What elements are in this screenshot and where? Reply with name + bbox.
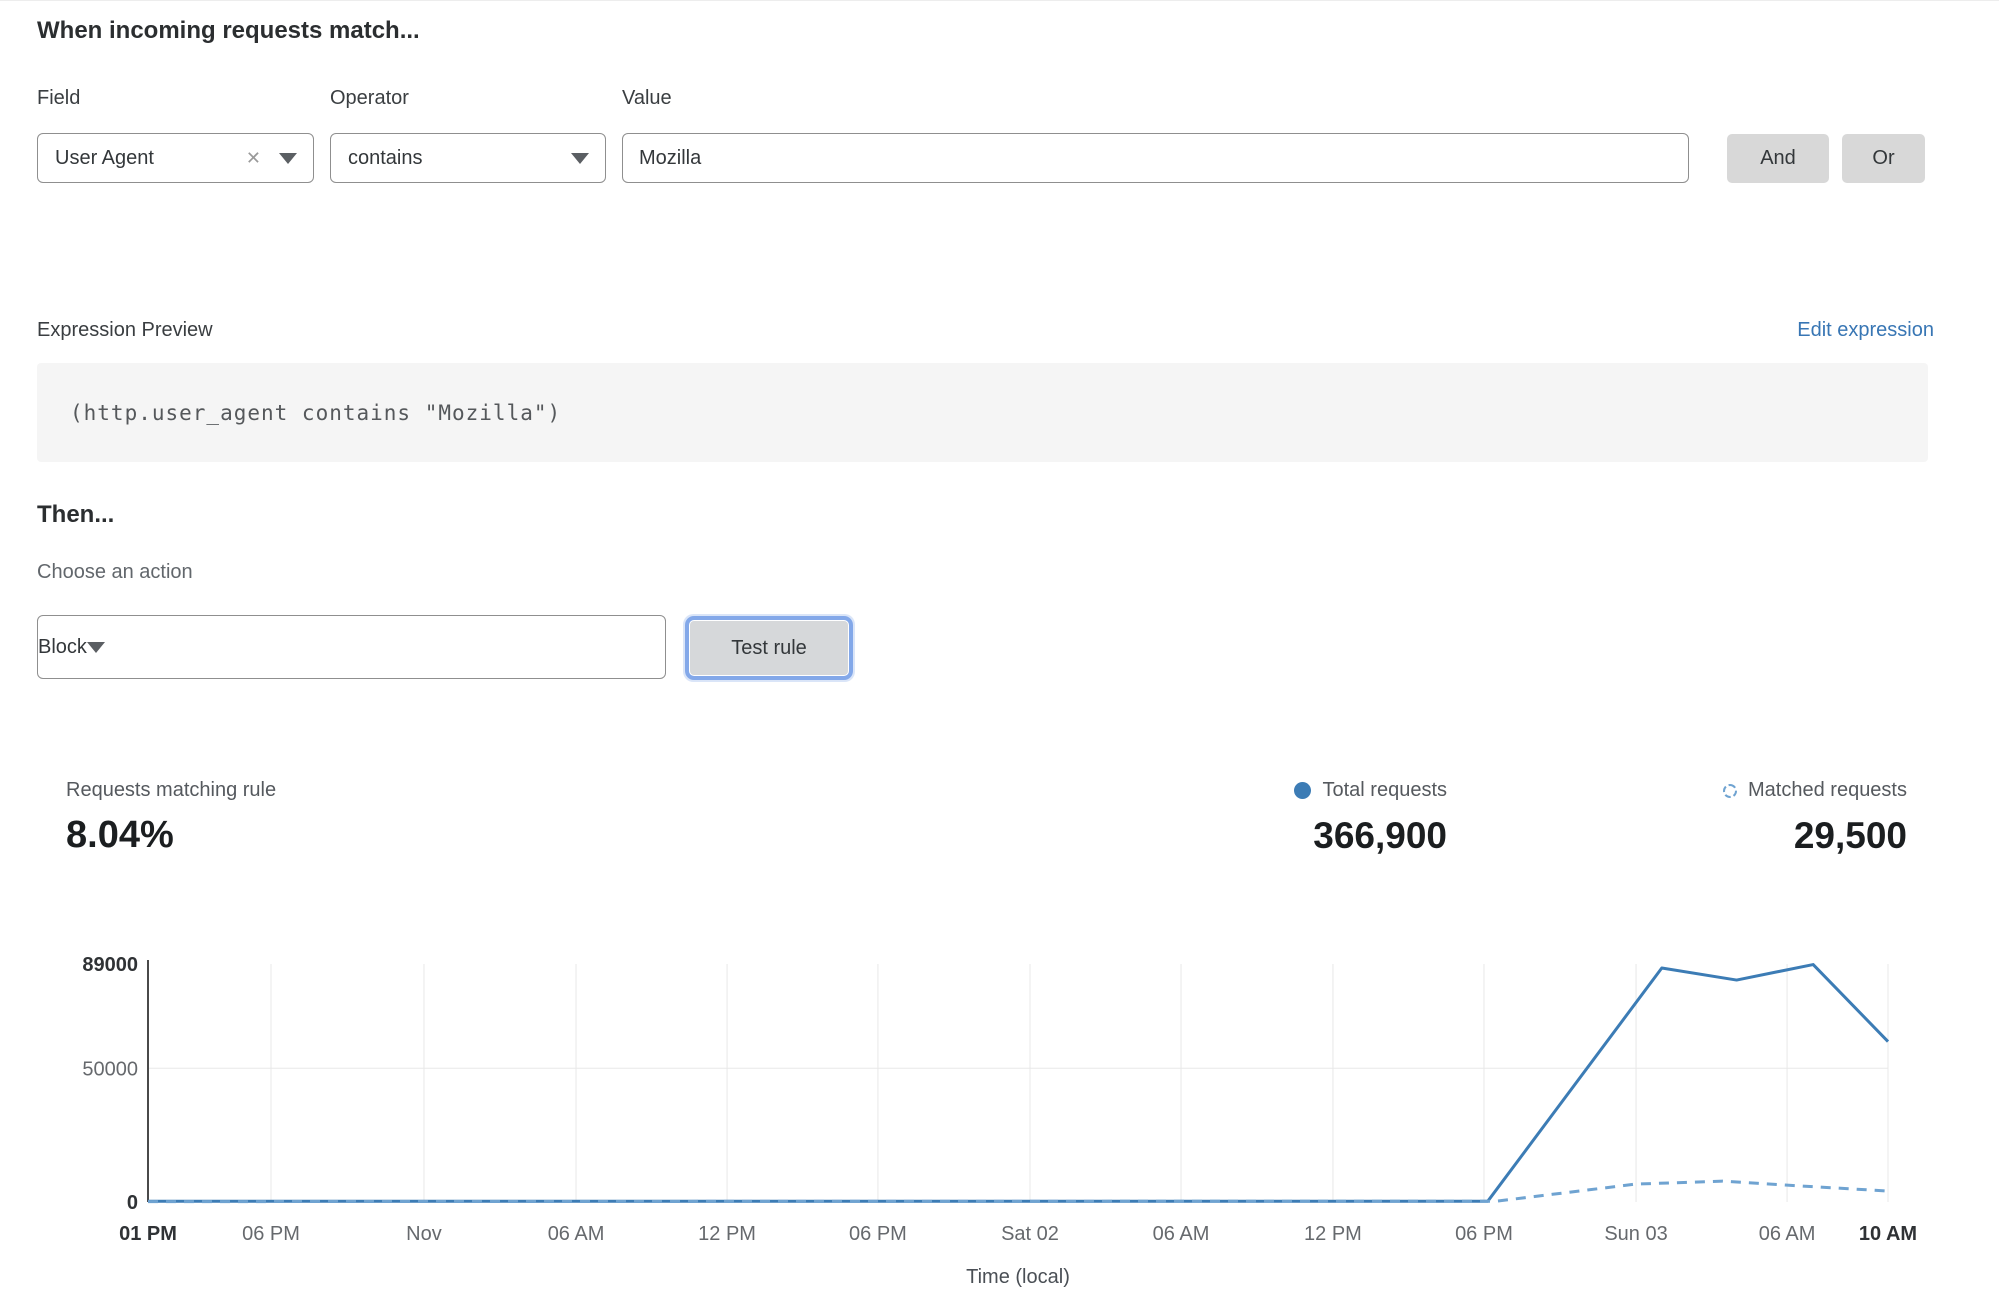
and-button[interactable]: And	[1727, 134, 1829, 183]
edit-expression-link[interactable]: Edit expression	[1797, 319, 1934, 341]
x-tick-label: Nov	[406, 1223, 442, 1245]
series-dashed	[147, 1179, 1889, 1204]
operator-select-value: contains	[348, 146, 423, 169]
series-solid	[148, 963, 1890, 1203]
matched-requests-value: 29,500	[1793, 815, 1907, 856]
value-label: Value	[622, 87, 672, 109]
total-requests-legend[interactable]: Total requests	[1137, 779, 1447, 802]
operator-select[interactable]: contains	[330, 133, 606, 183]
chevron-down-icon	[86, 641, 105, 653]
choose-action-label: Choose an action	[37, 561, 193, 583]
expression-preview-box: (http.user_agent contains "Mozilla")	[37, 363, 1928, 462]
x-tick-label: Sun 03	[1604, 1223, 1667, 1245]
action-select[interactable]: Block	[37, 615, 666, 679]
clear-field-icon[interactable]: ✕	[245, 147, 261, 168]
x-tick-label: 10 AM	[1859, 1223, 1917, 1245]
x-tick-label: 06 PM	[1455, 1223, 1513, 1245]
x-tick-label: 12 PM	[1304, 1223, 1362, 1245]
x-tick-label: 01 PM	[119, 1223, 177, 1245]
chevron-down-icon	[571, 152, 589, 164]
matched-requests-metric: Matched requests 29,500	[1597, 779, 1907, 857]
x-tick-label: 12 PM	[698, 1223, 756, 1245]
field-label: Field	[37, 87, 81, 109]
x-tick-label: 06 AM	[1153, 1223, 1210, 1245]
value-input[interactable]	[622, 133, 1689, 183]
requests-chart-svg: 89000 50000 0 01 PM 06 PM Nov 06 AM 12 PM 06 PM S…	[82, 954, 1917, 1288]
requests-matching-value: 8.04%	[66, 814, 174, 856]
x-tick-label: Sat 02	[1001, 1223, 1059, 1245]
chevron-down-icon	[279, 152, 297, 164]
y-tick-label: 0	[127, 1192, 138, 1214]
total-requests-value: 366,900	[1313, 815, 1447, 856]
expression-preview-label: Expression Preview	[37, 319, 213, 341]
dashed-circle-icon	[1723, 783, 1738, 798]
y-tick-label: 89000	[82, 954, 138, 976]
x-tick-label: 06 AM	[548, 1223, 605, 1245]
y-tick-label: 50000	[82, 1058, 138, 1080]
solid-dot-icon	[1294, 782, 1312, 799]
or-button[interactable]: Or	[1842, 134, 1925, 183]
test-rule-button[interactable]: Test rule	[690, 621, 848, 675]
x-axis-title: Time (local)	[966, 1266, 1070, 1288]
x-tick-label: 06 PM	[849, 1223, 907, 1245]
action-select-value: Block	[38, 635, 87, 658]
requests-matching-label: Requests matching rule	[66, 779, 277, 801]
total-requests-label: Total requests	[1322, 779, 1447, 801]
matched-requests-label: Matched requests	[1748, 779, 1907, 801]
x-tick-label: 06 AM	[1759, 1223, 1816, 1245]
field-select[interactable]: User Agent ✕	[37, 133, 314, 183]
page-title: When incoming requests match...	[37, 17, 420, 44]
field-select-value: User Agent	[55, 146, 154, 169]
requests-matching-metric: Requests matching rule 8.04%	[66, 779, 276, 857]
requests-chart: 89000 50000 0 01 PM 06 PM Nov 06 AM 12 PM 06 PM S…	[0, 931, 1999, 1296]
x-tick-label: 06 PM	[242, 1223, 300, 1245]
matched-requests-legend[interactable]: Matched requests	[1597, 779, 1907, 802]
total-requests-metric: Total requests 366,900	[1137, 779, 1447, 857]
then-title: Then...	[37, 501, 115, 528]
operator-label: Operator	[330, 87, 409, 109]
expression-code: (http.user_agent contains "Mozilla")	[70, 400, 562, 425]
